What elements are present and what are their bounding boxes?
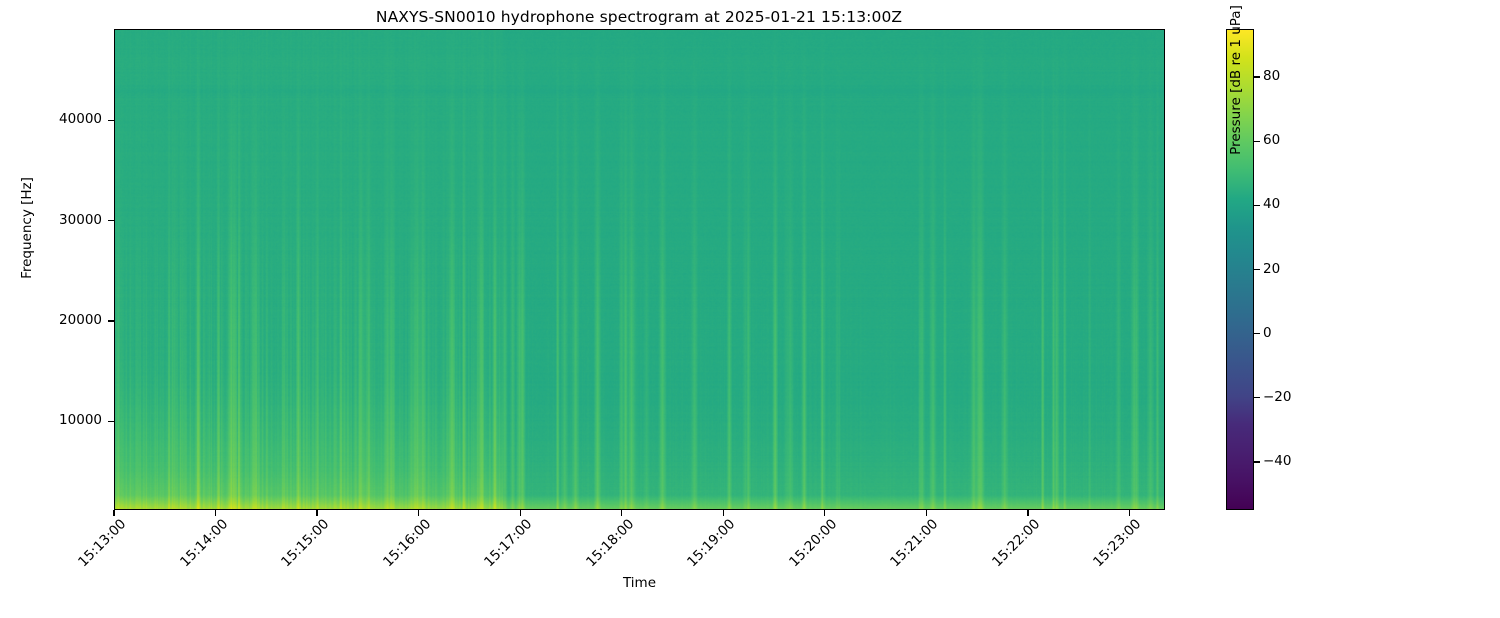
colorbar-tick-mark — [1254, 140, 1260, 142]
x-tick-mark — [316, 510, 318, 516]
y-tick-mark — [108, 220, 114, 222]
spectrogram-image — [115, 30, 1164, 509]
x-tick-label: 15:15:00 — [278, 516, 333, 571]
x-tick-label: 15:19:00 — [684, 516, 739, 571]
x-tick-label: 15:13:00 — [75, 516, 130, 571]
x-tick-mark — [621, 510, 623, 516]
colorbar-tick-mark — [1254, 461, 1260, 463]
colorbar-tick-mark — [1254, 204, 1260, 206]
y-tick-label: 10000 — [59, 412, 102, 429]
y-tick-label: 30000 — [59, 211, 102, 228]
colorbar-tick-label: −20 — [1263, 388, 1292, 405]
colorbar-tick-label: 80 — [1263, 68, 1281, 85]
colorbar-tick-label: 60 — [1263, 132, 1281, 149]
colorbar-tick-mark — [1254, 76, 1260, 78]
colorbar-tick-mark — [1254, 332, 1260, 335]
y-tick-label: 40000 — [59, 111, 102, 128]
y-tick-mark — [108, 119, 114, 121]
y-tick-mark — [108, 320, 114, 322]
colorbar-label: Pressure [dB re 1 uPa] — [1228, 5, 1244, 155]
y-tick-mark — [108, 420, 114, 423]
x-tick-mark — [824, 510, 826, 516]
x-tick-mark — [417, 510, 420, 516]
x-axis-label: Time — [622, 575, 657, 591]
x-tick-mark — [925, 510, 927, 516]
x-tick-mark — [1128, 510, 1131, 516]
x-tick-label: 15:22:00 — [989, 516, 1044, 571]
colorbar-tick-mark — [1254, 397, 1260, 399]
colorbar-gradient — [1227, 30, 1253, 509]
y-tick-label: 20000 — [59, 312, 102, 329]
x-tick-label: 15:17:00 — [481, 516, 536, 571]
x-tick-mark — [722, 510, 724, 516]
colorbar-tick-mark — [1254, 268, 1260, 271]
x-tick-label: 15:18:00 — [582, 516, 638, 571]
page-title: NAXYS-SN0010 hydrophone spectrogram at 2… — [375, 8, 903, 26]
spectrogram-plot-area — [114, 29, 1165, 510]
x-tick-label: 15:20:00 — [785, 516, 841, 571]
x-tick-mark — [214, 510, 217, 516]
colorbar — [1226, 29, 1254, 510]
x-tick-label: 15:14:00 — [176, 516, 231, 571]
colorbar-tick-label: 20 — [1263, 260, 1281, 277]
x-tick-mark — [113, 510, 115, 516]
y-axis-label: Frequency [Hz] — [19, 177, 35, 279]
x-tick-label: 15:16:00 — [379, 516, 434, 571]
x-tick-mark — [519, 510, 521, 516]
colorbar-tick-label: −40 — [1263, 452, 1292, 469]
colorbar-tick-label: 40 — [1263, 196, 1281, 213]
spectrogram-figure: NAXYS-SN0010 hydrophone spectrogram at 2… — [19, 5, 1292, 591]
x-tick-mark — [1027, 510, 1029, 516]
x-tick-label: 15:23:00 — [1090, 516, 1145, 571]
colorbar-tick-label: 0 — [1263, 324, 1272, 341]
x-tick-label: 15:21:00 — [887, 516, 942, 571]
